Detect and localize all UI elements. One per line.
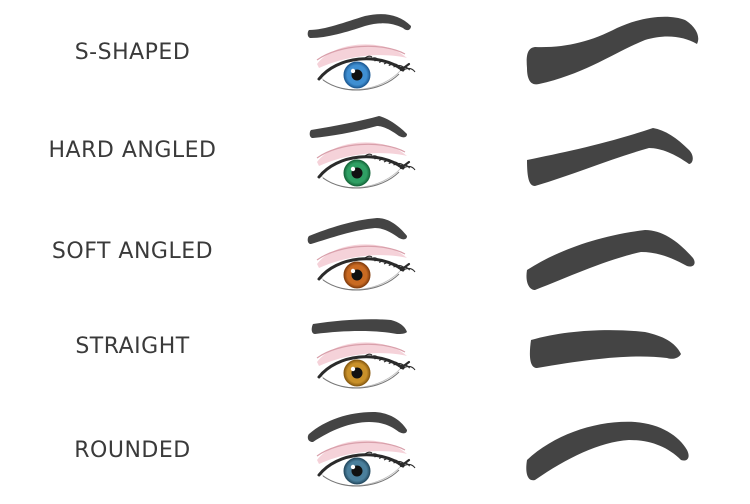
eye-illustration-s-shaped [295, 8, 425, 108]
eye-illustration-rounded [295, 404, 425, 504]
brow-row-hard-angled: HARD ANGLED [0, 106, 750, 206]
eyelash [374, 356, 384, 360]
eye-illustration-soft-angled [295, 208, 425, 308]
brow-shape [526, 16, 699, 85]
brow-silhouette-rounded [505, 404, 705, 504]
eyeliner-wing [399, 160, 411, 170]
eyelash [374, 156, 384, 160]
brow-shape [527, 128, 693, 186]
eyeliner-wing [399, 62, 411, 72]
lower-lid [322, 469, 400, 487]
eyelash [369, 355, 378, 358]
eye-illustration-hard-angled [295, 106, 425, 206]
brow-label-straight: STRAIGHT [75, 334, 190, 359]
brow-shape [526, 421, 689, 481]
brow-label-hard-angled: HARD ANGLED [48, 138, 217, 163]
brow-row-rounded: ROUNDED [0, 404, 750, 504]
lower-lid [322, 371, 400, 389]
upper-lid [317, 57, 405, 81]
eye-highlight [350, 366, 356, 372]
lower-lid [322, 73, 400, 91]
brow-row-soft-angled: SOFT ANGLED [0, 208, 750, 308]
eyelash [402, 463, 416, 469]
brow-label-soft-angled: SOFT ANGLED [51, 239, 214, 264]
eyelash [369, 155, 378, 158]
eyelash [364, 353, 373, 357]
lower-lid [322, 273, 400, 291]
eyelash [374, 454, 384, 458]
eyelash [369, 257, 378, 260]
brow-label-s-shaped: S-SHAPED [74, 40, 191, 65]
brow-row-s-shaped: S-SHAPED [0, 8, 750, 108]
eye-brow [311, 319, 407, 334]
eyelash [369, 453, 378, 456]
eyeliner-wing [399, 360, 411, 370]
lower-lid [322, 171, 400, 189]
eyelash [369, 57, 378, 60]
eyelash [402, 365, 416, 371]
eye-brow [307, 14, 411, 38]
eye-brow [309, 116, 407, 138]
eyelash [374, 258, 384, 262]
upper-lid [317, 453, 405, 477]
upper-lid [317, 355, 405, 379]
eyelash [402, 67, 416, 73]
brow-shape [529, 330, 681, 368]
eyelash [374, 58, 384, 62]
brow-row-straight: STRAIGHT [0, 306, 750, 406]
brow-shape [526, 230, 695, 290]
eyelash [402, 165, 416, 171]
brow-silhouette-hard-angled [505, 106, 705, 206]
eyelash [402, 267, 416, 273]
brow-silhouette-straight [505, 306, 705, 406]
eye-illustration-straight [295, 306, 425, 406]
brow-silhouette-s-shaped [505, 8, 705, 108]
eye-brow [307, 218, 407, 244]
eyelash [364, 255, 373, 259]
eye-highlight [350, 166, 356, 172]
eyelash [364, 55, 373, 59]
eyeliner-wing [399, 262, 411, 272]
brow-silhouette-soft-angled [505, 208, 705, 308]
eye-highlight [350, 68, 356, 74]
eyelash [364, 451, 373, 455]
brow-label-rounded: ROUNDED [74, 438, 191, 463]
eye-highlight [350, 268, 356, 274]
eye-highlight [350, 464, 356, 470]
upper-lid [317, 155, 405, 179]
eye-brow [307, 412, 407, 442]
eyelash [364, 153, 373, 157]
eyeliner-wing [399, 458, 411, 468]
upper-lid [317, 257, 405, 281]
